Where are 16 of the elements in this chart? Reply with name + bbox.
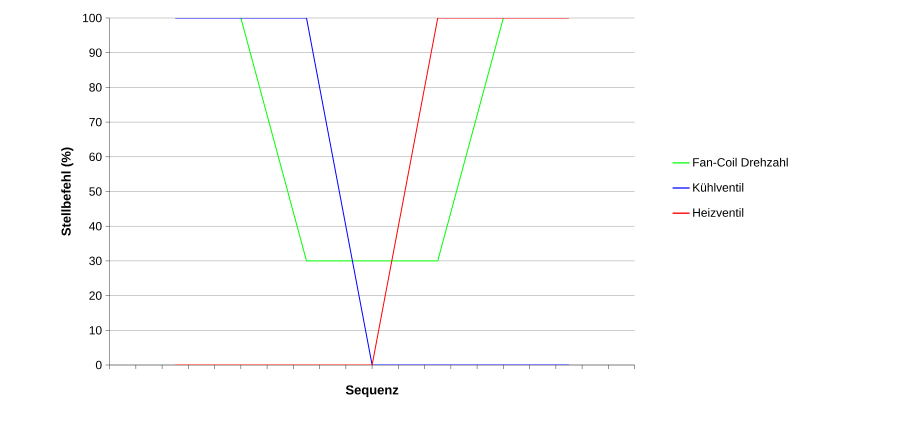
- y-tick-label: 70: [89, 118, 102, 126]
- y-axis-title: Stellbefehl (%): [61, 148, 74, 236]
- y-tick-label: 20: [89, 291, 102, 300]
- legend-label: Heizventil: [693, 208, 744, 217]
- y-tick-label: 100: [83, 14, 102, 22]
- y-tick-label: 30: [89, 256, 102, 266]
- y-tick-label: 80: [89, 83, 102, 92]
- y-tick-label: 50: [89, 187, 102, 196]
- y-tick-label: 40: [89, 222, 102, 230]
- legend-label: Fan-Coil Drehzahl: [693, 158, 788, 167]
- y-tick-label: 10: [90, 326, 102, 335]
- legend-label: Kühlventil: [693, 182, 744, 192]
- y-tick-label: 60: [89, 152, 102, 162]
- x-axis-title: Sequenz: [346, 385, 398, 398]
- y-tick-label: 0: [96, 360, 102, 370]
- y-tick-label: 90: [89, 48, 102, 57]
